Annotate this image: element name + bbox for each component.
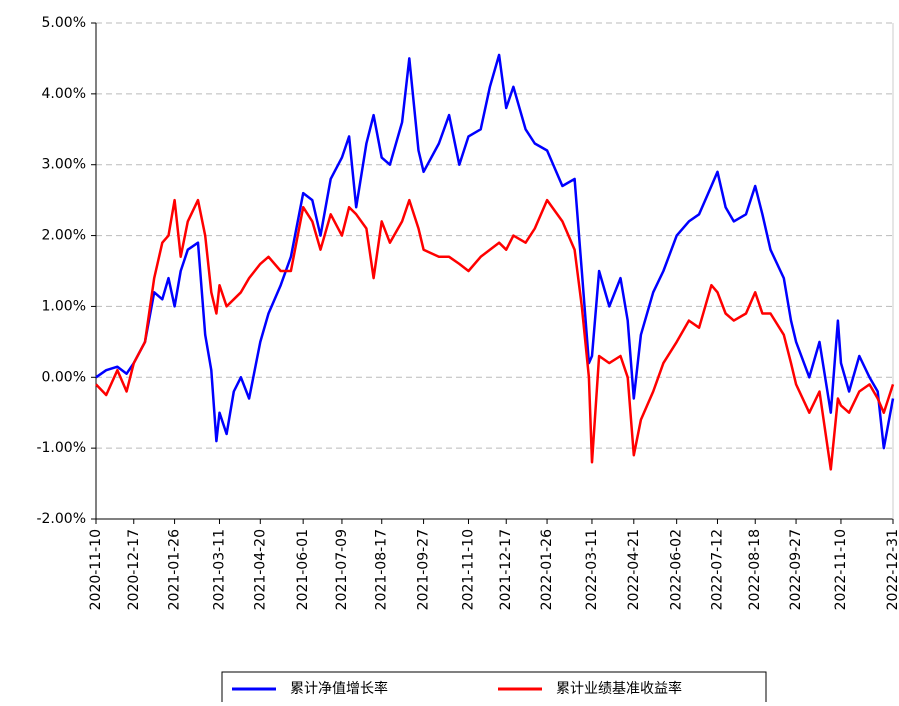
legend-label: 累计净值增长率 [290, 680, 388, 697]
x-tick-label: 2021-06-01 [295, 529, 311, 610]
legend: 累计净值增长率 累计业绩基准收益率 [221, 671, 767, 706]
x-tick-label: 2022-01-26 [539, 529, 555, 610]
x-tick-label: 2022-08-18 [747, 529, 763, 610]
x-tick-label: 2021-12-17 [498, 529, 514, 610]
legend-label: 累计业绩基准收益率 [556, 680, 682, 697]
y-tick-label: 4.00% [42, 86, 86, 102]
x-tick-label: 2020-12-17 [126, 529, 142, 610]
x-tick-label: 2021-09-27 [416, 529, 432, 610]
x-tick-label: 2020-11-10 [88, 529, 104, 610]
y-tick-label: 2.00% [42, 228, 86, 244]
y-tick-label: -1.00% [36, 440, 86, 456]
x-tick-label: 2022-04-21 [626, 529, 642, 610]
y-tick-label: 0.00% [42, 369, 86, 385]
x-tick-label: 2022-09-27 [788, 529, 804, 610]
x-tick-label: 2022-07-12 [709, 529, 725, 610]
x-tick-label: 2022-11-10 [833, 529, 849, 610]
x-tick-label: 2021-08-17 [374, 529, 390, 610]
series-line [95, 53, 895, 450]
legend-box [221, 671, 767, 706]
x-tick-label: 2021-04-20 [252, 529, 268, 610]
series-line [95, 198, 895, 471]
y-tick-label: 1.00% [42, 298, 86, 314]
x-tick-label: 2022-12-31 [885, 529, 899, 610]
x-tick-label: 2021-07-09 [334, 529, 350, 610]
x-tick-label: 2022-06-02 [669, 529, 685, 610]
x-tick-label: 2021-11-10 [460, 529, 476, 610]
x-tick-label: 2021-01-26 [167, 529, 183, 610]
x-tick-label: 2022-03-11 [584, 529, 600, 610]
y-tick-label: 3.00% [42, 157, 86, 173]
y-tick-label: -2.00% [36, 511, 86, 527]
y-tick-label: 5.00% [42, 15, 86, 31]
x-tick-label: 2021-03-11 [211, 529, 227, 610]
